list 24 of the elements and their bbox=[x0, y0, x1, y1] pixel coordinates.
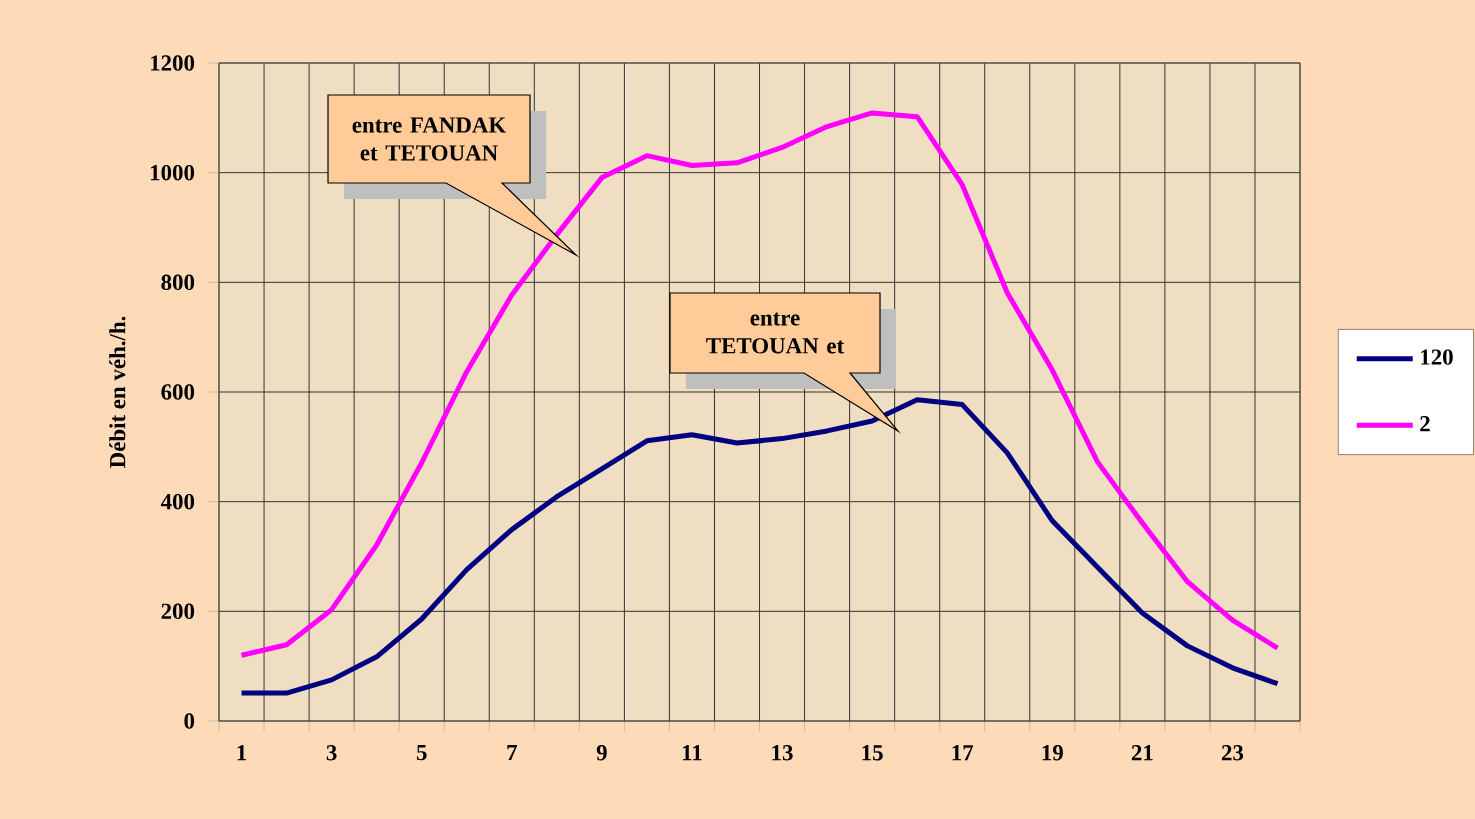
x-tick-label: 13 bbox=[772, 745, 793, 761]
y-tick-label: 200 bbox=[161, 603, 195, 620]
x-tick-label: 23 bbox=[1221, 745, 1244, 761]
x-tick-label: 11 bbox=[682, 745, 702, 761]
y-tick-label: 0 bbox=[184, 713, 195, 729]
x-tick-label: 3 bbox=[326, 745, 337, 761]
y-tick-label: 600 bbox=[161, 384, 195, 400]
annotation: entre TETOUAN et bbox=[706, 312, 845, 354]
x-tick-label: 15 bbox=[862, 745, 883, 761]
x-tick-label: 21 bbox=[1131, 745, 1153, 761]
y-tick-label: 1200 bbox=[150, 55, 195, 71]
x-tick-label: 9 bbox=[596, 745, 607, 761]
y-axis-title: Débit en véh./h. bbox=[109, 316, 126, 468]
y-tick-label: 1000 bbox=[150, 164, 195, 181]
x-tick-label: 1 bbox=[237, 745, 247, 761]
x-tick-label: 7 bbox=[507, 745, 517, 761]
annotation: entre FANDAK et TETOUAN bbox=[352, 117, 507, 161]
x-tick-label: 19 bbox=[1042, 745, 1063, 761]
legend-label: 2 bbox=[1420, 416, 1430, 432]
legend-label: 120 bbox=[1421, 349, 1453, 365]
x-tick-label: 5 bbox=[416, 745, 427, 761]
x-tick-label: 17 bbox=[952, 745, 974, 761]
y-tick-label: 800 bbox=[161, 274, 195, 291]
y-tick-label: 400 bbox=[160, 493, 195, 510]
